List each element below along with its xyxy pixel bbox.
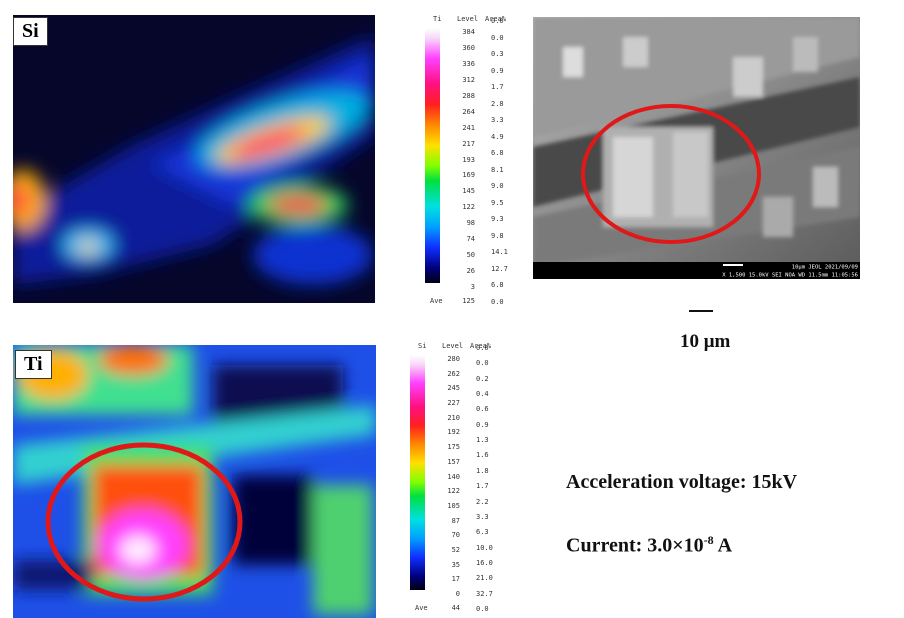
figure: Si Ti TiLevelArea%3843603363122882642412… [0, 0, 904, 618]
level-value: 0 [438, 590, 460, 598]
area-value: 0.3 [491, 50, 504, 58]
area-value: 14.1 [491, 248, 508, 256]
area-value: 0.6 [476, 405, 489, 413]
area-value: 3.3 [476, 513, 489, 521]
current-text: A [714, 535, 732, 557]
level-value: 360 [453, 44, 475, 52]
area-value: 1.3 [476, 436, 489, 444]
current-exponent: -8 [704, 533, 714, 547]
color-gradient [425, 28, 440, 283]
level-value: 52 [438, 546, 460, 554]
sem-info: 10µm JEOL 2021/09/09 [792, 265, 858, 271]
area-value: 9.0 [491, 182, 504, 190]
area-value: 9.5 [491, 199, 504, 207]
current: Current: 3.0×10-8 A [566, 533, 732, 558]
level-value: 280 [438, 355, 460, 363]
ave-value: 125 [453, 297, 475, 305]
area-value: 21.0 [476, 574, 493, 582]
level-value: 217 [453, 140, 475, 148]
area-value: 1.8 [476, 467, 489, 475]
level-value: 336 [453, 60, 475, 68]
level-value: 87 [438, 517, 460, 525]
level-value: 70 [438, 531, 460, 539]
level-value: 3 [453, 283, 475, 291]
si-map [13, 15, 375, 303]
area-value: 8.1 [491, 166, 504, 174]
area-value: 32.7 [476, 590, 493, 598]
ave-value: 44 [438, 604, 460, 612]
area-value: 3.3 [491, 116, 504, 124]
ti-map [13, 345, 376, 618]
area-value: 12.7 [491, 265, 508, 273]
sem-info: X 1,500 15.0kV SEI NOA WD 11.5mm 11:05:5… [722, 273, 858, 279]
area-value: 1.7 [476, 482, 489, 490]
area-value: 0.0 [476, 605, 489, 613]
level-value: 98 [453, 219, 475, 227]
area-value: 0.4 [476, 390, 489, 398]
level-value: 175 [438, 443, 460, 451]
level-value: 50 [453, 251, 475, 259]
level-value: 193 [453, 156, 475, 164]
level-value: 227 [438, 399, 460, 407]
level-value: 262 [438, 370, 460, 378]
level-value: 245 [438, 384, 460, 392]
area-value: 2.2 [476, 498, 489, 506]
map-label: Ti [15, 350, 52, 379]
level-value: 210 [438, 414, 460, 422]
level-value: 17 [438, 575, 460, 583]
current-text: Current: 3.0×10 [566, 535, 704, 557]
level-value: 264 [453, 108, 475, 116]
level-value: 122 [453, 203, 475, 211]
area-value: 6.8 [491, 149, 504, 157]
level-value: 105 [438, 502, 460, 510]
voltage: Acceleration voltage: 15kV [566, 471, 797, 494]
level-value: 145 [453, 187, 475, 195]
scale-label: 10 μm [680, 331, 730, 353]
area-value: 0.0 [476, 359, 489, 367]
area-value: 1.6 [476, 451, 489, 459]
element-header: Si [418, 342, 426, 350]
area-value: 0.2 [476, 375, 489, 383]
level-value: 312 [453, 76, 475, 84]
area-value: 6.8 [491, 281, 504, 289]
area-value: 16.0 [476, 559, 493, 567]
area-value: 10.0 [476, 544, 493, 552]
level-value: 74 [453, 235, 475, 243]
area-value: 0.9 [476, 421, 489, 429]
ave-label: Ave [430, 297, 443, 305]
level-value: 384 [453, 28, 475, 36]
area-value: 0.9 [491, 67, 504, 75]
area-value: 0.0 [491, 17, 504, 25]
ave-label: Ave [415, 604, 428, 612]
element-header: Ti [433, 15, 441, 23]
level-header: Level [457, 15, 478, 23]
color-gradient [410, 355, 425, 590]
area-value: 6.3 [476, 528, 489, 536]
area-value: 2.8 [491, 100, 504, 108]
scale-bar [689, 310, 713, 312]
area-value: 0.0 [491, 34, 504, 42]
area-value: 9.8 [491, 232, 504, 240]
level-value: 192 [438, 428, 460, 436]
level-value: 35 [438, 561, 460, 569]
level-value: 288 [453, 92, 475, 100]
level-value: 122 [438, 487, 460, 495]
area-value: 1.7 [491, 83, 504, 91]
sem-image: 10µm JEOL 2021/09/09 X 1,500 15.0kV SEI … [533, 17, 860, 279]
level-value: 26 [453, 267, 475, 275]
area-value: 4.9 [491, 133, 504, 141]
level-value: 169 [453, 171, 475, 179]
area-value: 0.0 [476, 344, 489, 352]
area-value: 0.0 [491, 298, 504, 306]
level-value: 157 [438, 458, 460, 466]
map-label: Si [13, 17, 48, 46]
level-value: 140 [438, 473, 460, 481]
level-value: 241 [453, 124, 475, 132]
level-header: Level [442, 342, 463, 350]
area-value: 9.3 [491, 215, 504, 223]
